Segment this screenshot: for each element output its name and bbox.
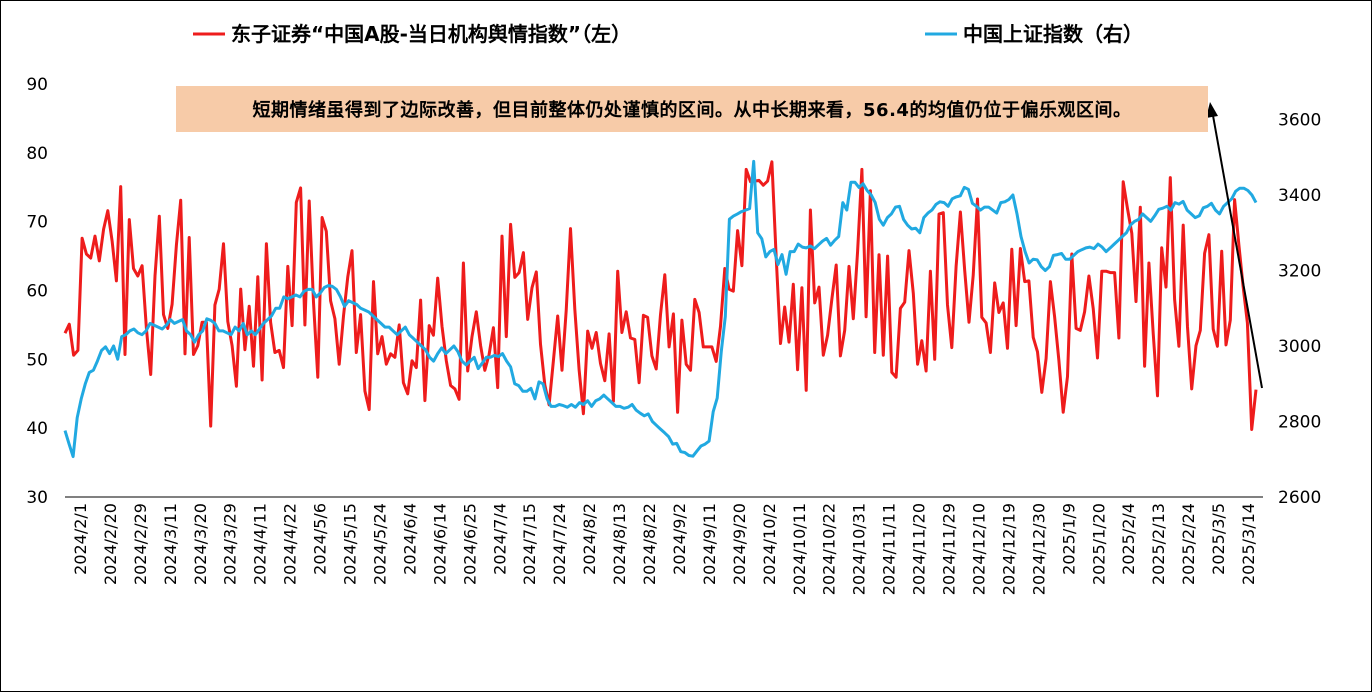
x-axis-tick-label: 2024/3/20 bbox=[191, 503, 210, 585]
x-axis-tick-label: 2025/3/14 bbox=[1239, 503, 1258, 585]
left-axis-tick-label: 70 bbox=[26, 213, 48, 233]
left-axis-tick-label: 50 bbox=[26, 350, 48, 370]
x-axis-tick-label: 2024/4/11 bbox=[251, 503, 270, 585]
right-axis-tick-label: 2800 bbox=[1278, 413, 1321, 433]
x-axis-tick-label: 2024/10/31 bbox=[850, 503, 869, 595]
right-axis: 2600 2800 3000 3200 3400 3600 bbox=[1278, 111, 1321, 509]
left-axis-tick-label: 40 bbox=[26, 419, 48, 439]
x-axis-tick-label: 2024/6/4 bbox=[400, 503, 419, 575]
x-axis-tick-label: 2025/2/24 bbox=[1179, 503, 1198, 585]
x-axis-tick-label: 2024/3/29 bbox=[221, 503, 240, 585]
x-axis-tick-label: 2024/2/29 bbox=[131, 503, 150, 585]
left-axis-tick-label: 60 bbox=[26, 282, 48, 302]
x-axis-tick-label: 2025/1/9 bbox=[1059, 503, 1078, 575]
x-axis-tick-label: 2024/9/20 bbox=[730, 503, 749, 585]
x-axis-tick-label: 2025/2/13 bbox=[1149, 503, 1168, 585]
x-axis-tick-label: 2024/11/11 bbox=[880, 503, 899, 595]
x-axis-tick-label: 2024/11/20 bbox=[910, 503, 929, 595]
x-axis-tick-label: 2025/1/20 bbox=[1089, 503, 1108, 585]
right-axis-tick-label: 3400 bbox=[1278, 186, 1321, 206]
x-axis-tick-label: 2025/3/5 bbox=[1209, 503, 1228, 575]
annotation-arrowhead bbox=[1206, 102, 1218, 118]
x-axis-tick-label: 2024/10/11 bbox=[790, 503, 809, 595]
x-axis-tick-label: 2024/7/15 bbox=[520, 503, 539, 585]
x-axis-tick-label: 2024/5/15 bbox=[341, 503, 360, 585]
x-axis-tick-label: 2024/12/10 bbox=[969, 503, 988, 595]
x-axis-tick-label: 2024/9/11 bbox=[700, 503, 719, 585]
x-axis-tick-label: 2024/7/4 bbox=[490, 503, 509, 575]
annotation-text: 短期情绪虽得到了边际改善，但目前整体仍处谨慎的区间。从中长期来看，56.4的均值… bbox=[252, 100, 1132, 121]
legend-label-sentiment: 东子证券“中国A股-当日机构舆情指数”（左） bbox=[231, 22, 631, 46]
x-axis: 2024/2/1 2024/2/20 2024/2/29 2024/3/11 2024/… bbox=[71, 503, 1258, 595]
x-axis-tick-label: 2024/5/24 bbox=[370, 503, 389, 585]
x-axis-tick-label: 2024/9/2 bbox=[670, 503, 689, 575]
x-axis-tick-label: 2024/8/22 bbox=[640, 503, 659, 585]
x-axis-tick-label: 2024/2/20 bbox=[101, 503, 120, 585]
left-axis-tick-label: 30 bbox=[26, 488, 48, 508]
left-axis-tick-label: 90 bbox=[26, 75, 48, 95]
right-axis-tick-label: 3000 bbox=[1278, 337, 1321, 357]
legend-label-shanghai: 中国上证指数（右） bbox=[963, 22, 1143, 46]
x-axis-tick-label: 2024/12/30 bbox=[1029, 503, 1048, 595]
left-axis: 30 40 50 60 70 80 90 bbox=[26, 75, 48, 508]
annotation-box: 短期情绪虽得到了边际改善，但目前整体仍处谨慎的区间。从中长期来看，56.4的均值… bbox=[176, 86, 1208, 132]
plot-area bbox=[63, 159, 1258, 459]
right-axis-tick-label: 3200 bbox=[1278, 262, 1321, 282]
x-axis-tick-label: 2024/6/14 bbox=[430, 503, 449, 585]
series-line-shanghai bbox=[63, 159, 1258, 459]
legend: 东子证券“中国A股-当日机构舆情指数”（左） 中国上证指数（右） bbox=[193, 22, 1143, 46]
x-axis-tick-label: 2024/12/19 bbox=[999, 503, 1018, 595]
right-axis-tick-label: 3600 bbox=[1278, 111, 1321, 131]
x-axis-tick-label: 2024/4/22 bbox=[281, 503, 300, 585]
x-axis-tick-label: 2024/8/13 bbox=[610, 503, 629, 585]
x-axis-tick-label: 2024/5/6 bbox=[311, 503, 330, 575]
x-axis-tick-label: 2024/10/2 bbox=[760, 503, 779, 585]
x-axis-tick-label: 2024/8/2 bbox=[580, 503, 599, 575]
x-axis-tick-label: 2024/11/29 bbox=[940, 503, 959, 595]
right-axis-tick-label: 2600 bbox=[1278, 488, 1321, 508]
x-axis-tick-label: 2024/3/11 bbox=[161, 503, 180, 585]
x-axis-tick-label: 2024/7/24 bbox=[550, 503, 569, 585]
x-axis-tick-label: 2024/6/25 bbox=[460, 503, 479, 585]
x-axis-tick-label: 2024/10/22 bbox=[820, 503, 839, 595]
annotation-arrow bbox=[1211, 109, 1263, 389]
x-axis-tick-label: 2025/2/4 bbox=[1119, 503, 1138, 575]
left-axis-tick-label: 80 bbox=[26, 144, 48, 164]
series-line-sentiment bbox=[63, 160, 1258, 431]
x-axis-tick-label: 2024/2/1 bbox=[71, 503, 90, 575]
